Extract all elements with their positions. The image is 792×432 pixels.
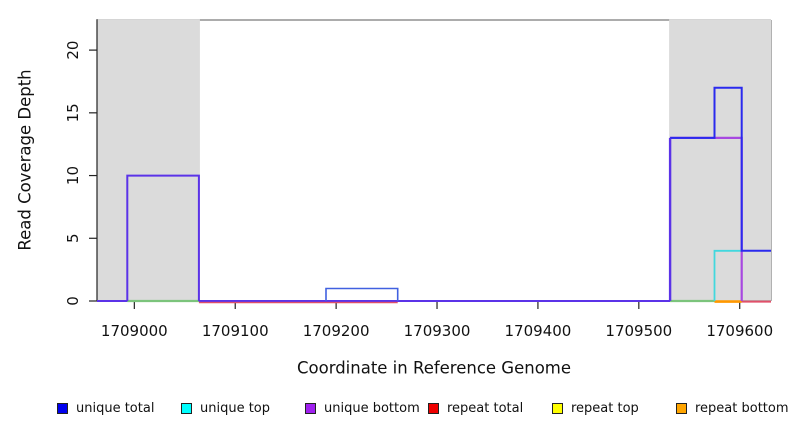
legend-label-repeat-top: repeat top [571,400,639,416]
legend-label-repeat-bottom: repeat bottom [695,400,789,416]
coverage-chart-canvas: 1709000 1709100 1709200 1709300 1709400 17095… [64,19,773,340]
right-gray-band [669,19,771,302]
x-tick-label: 1709200 [303,322,370,340]
legend-label-unique-top: unique top [200,400,271,416]
x-tick-label: 1709500 [605,322,672,340]
legend-item-repeat-total: repeat total [428,399,523,417]
legend-swatch-unique-bottom [305,402,316,414]
legend-item-unique-top: unique top [181,399,270,417]
series-segment-unique-total-right-steps [670,86,771,252]
legend-label-unique-total: unique total [76,400,155,416]
legend-swatch-repeat-total [428,402,439,414]
x-tick-label: 1709000 [101,322,168,340]
x-tick-label: 1709100 [202,322,269,340]
legend-item-unique-total: unique total [57,399,154,417]
legend-swatch-unique-top [181,402,192,414]
series-segment-unique-top-right [713,249,742,301]
x-tick-label: 1709400 [505,322,572,340]
legend-swatch-repeat-bottom [676,402,687,414]
legend-item-unique-bottom: unique bottom [305,399,420,417]
legend-swatch-repeat-top [552,402,563,414]
y-axis-title: Read Coverage Depth [15,69,35,251]
y-tick-label: 5 [64,234,82,244]
y-tick-label: 20 [64,41,82,60]
legend: unique total unique top unique bottom re… [0,399,792,419]
legend-swatch-unique-total [57,402,68,414]
legend-label-repeat-total: repeat total [447,400,524,416]
y-tick-label: 10 [64,166,82,185]
x-axis-title: Coordinate in Reference Genome [296,358,572,378]
series-segment-unique-box-left [126,174,200,301]
y-tick-label: 0 [64,296,82,306]
legend-label-unique-bottom: unique bottom [324,400,420,416]
legend-item-repeat-bottom: repeat bottom [676,399,789,417]
x-tick-label: 1709300 [404,322,471,340]
legend-item-repeat-top: repeat top [552,399,639,417]
x-tick-label: 1709600 [706,322,773,340]
y-tick-label: 15 [64,103,82,122]
left-gray-band [97,19,200,302]
series-segment-unique-total-mid-box [325,287,399,301]
